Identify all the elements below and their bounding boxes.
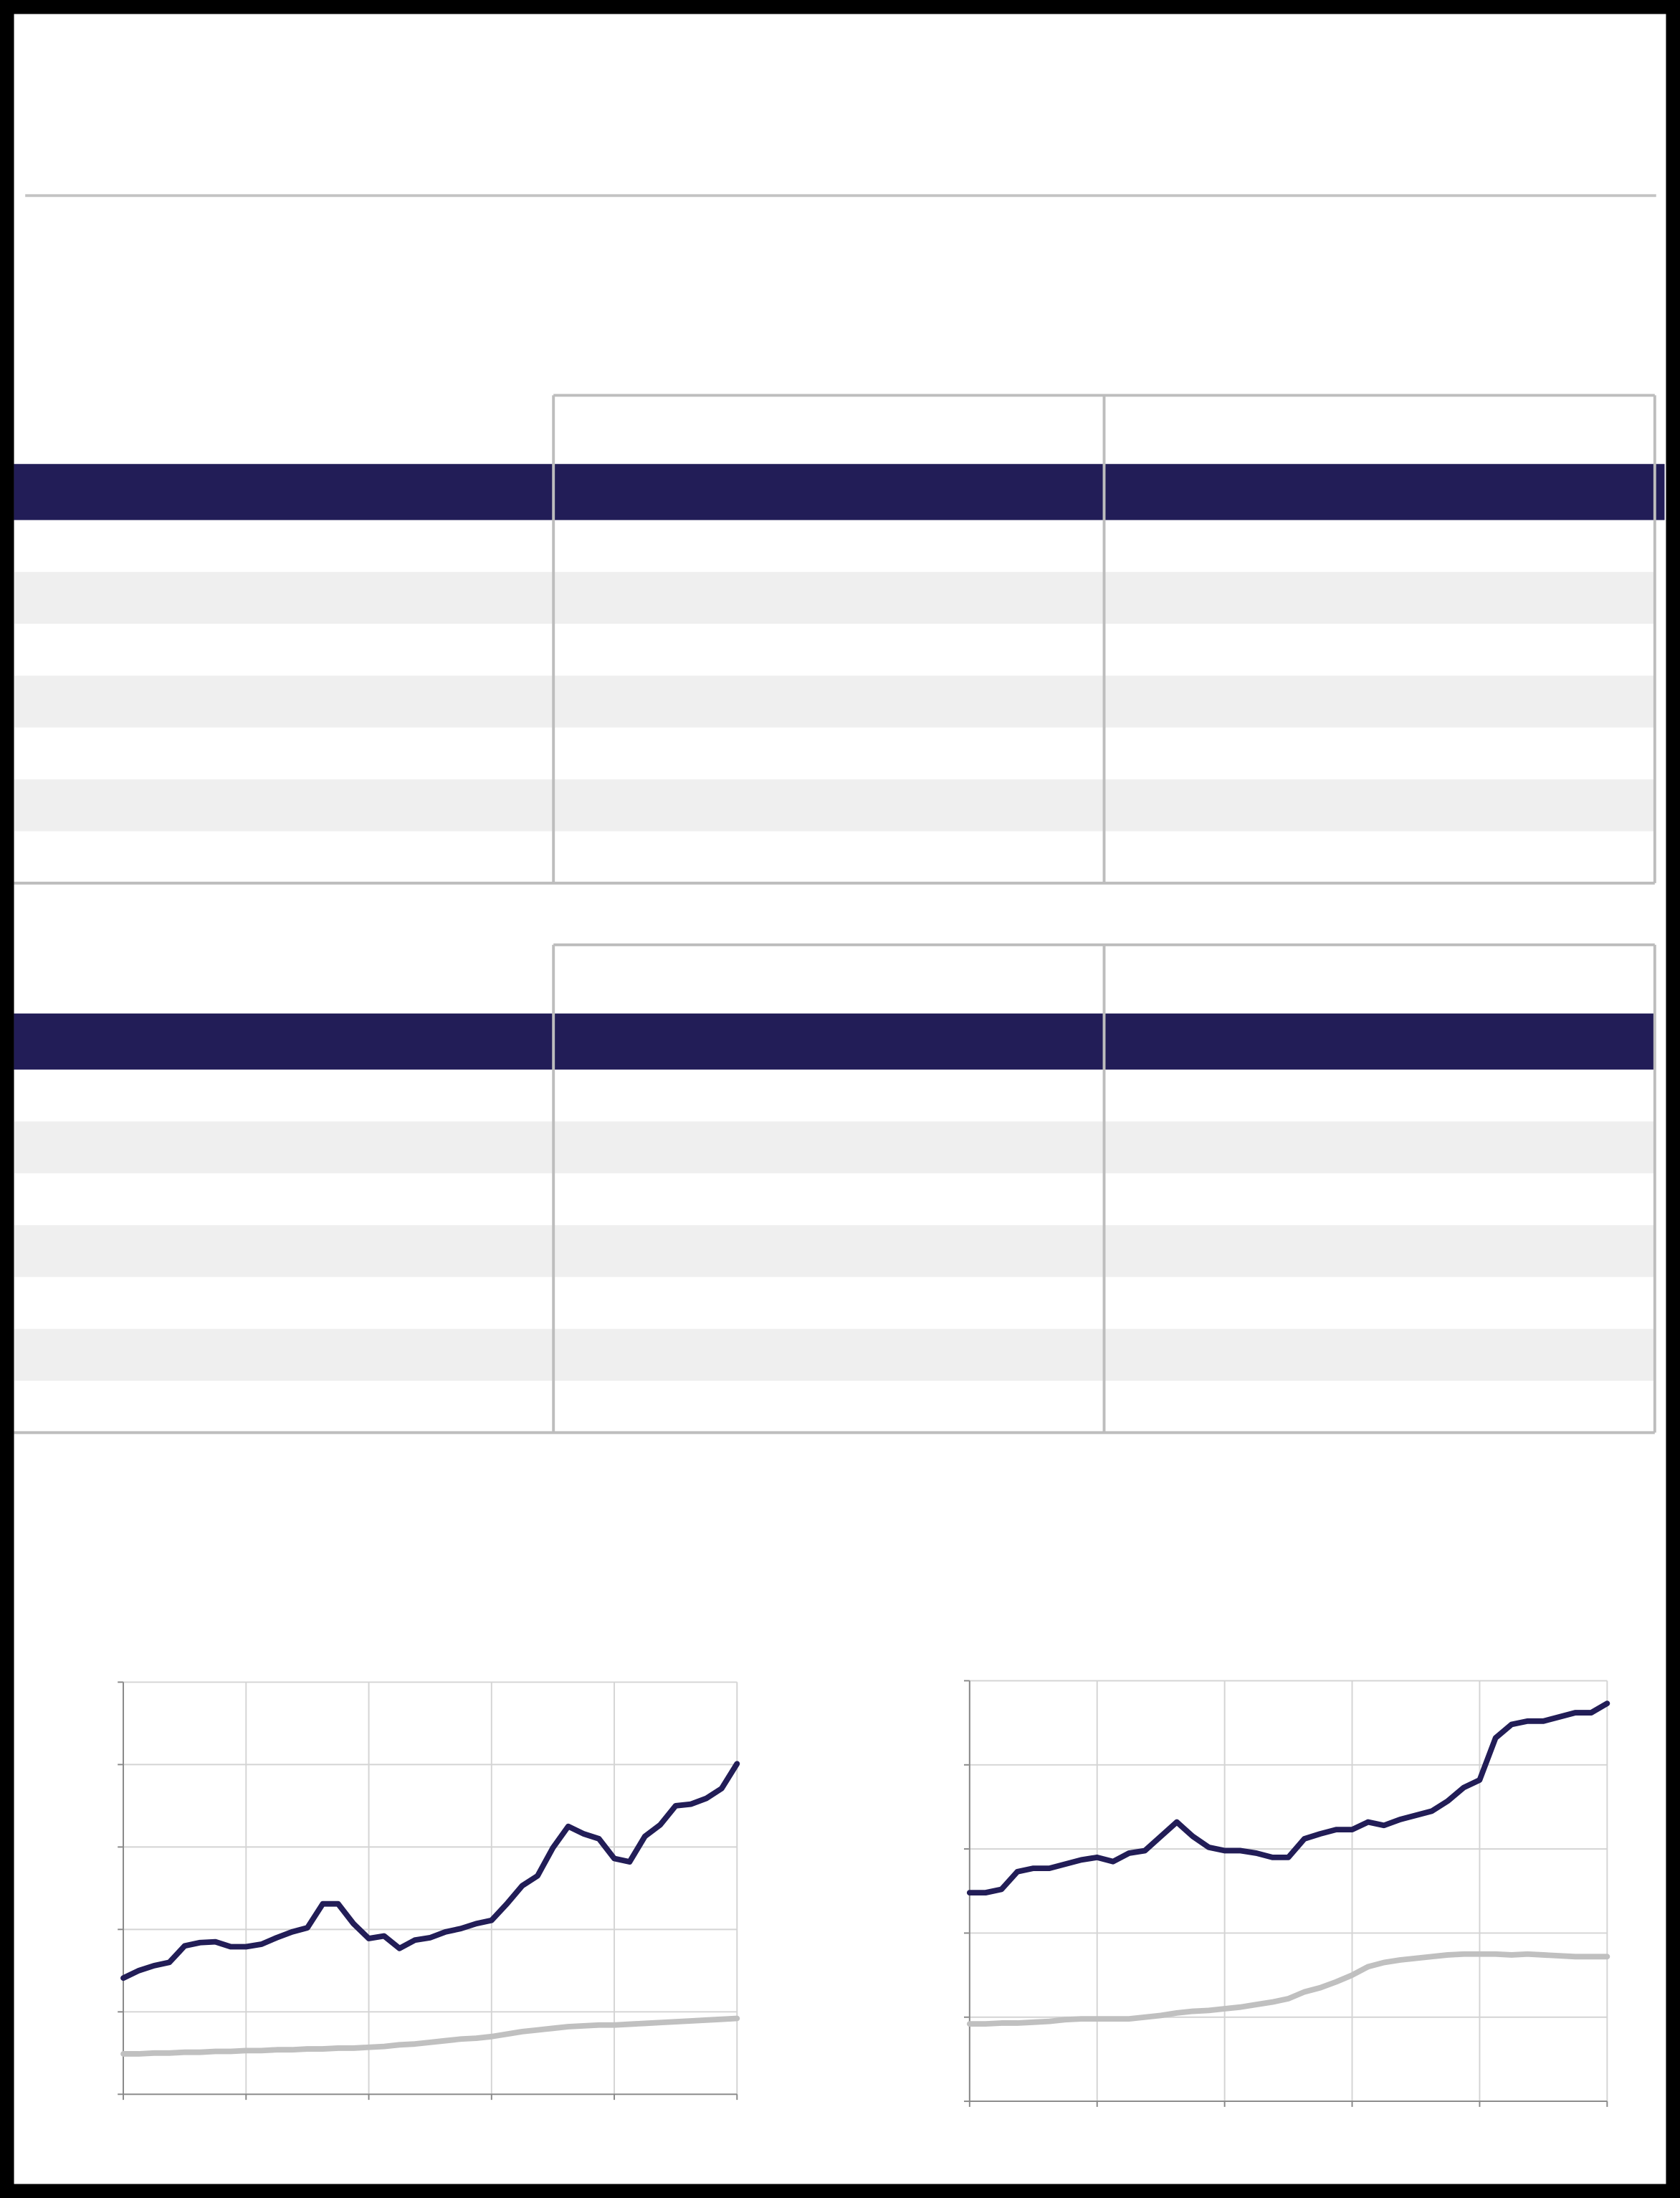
row-stripe	[14, 571, 1655, 624]
row-stripe	[14, 675, 1655, 728]
data-line	[966, 1700, 1610, 1896]
line-chart	[118, 1681, 740, 2101]
table-2	[14, 943, 1656, 1435]
row-stripe	[14, 1224, 1655, 1278]
data-line	[120, 1761, 740, 1981]
table-lines	[14, 943, 1656, 1435]
sheet	[14, 14, 1666, 2184]
table-lines	[14, 394, 1656, 885]
row-stripe	[14, 1121, 1655, 1174]
table-header	[14, 1013, 1655, 1070]
data-line	[120, 2015, 740, 2057]
line-chart	[964, 1680, 1610, 2107]
table-1	[14, 394, 1665, 885]
row-stripe	[14, 779, 1655, 832]
row-stripe	[14, 1328, 1655, 1381]
table-header	[14, 464, 1665, 520]
data-line	[966, 1951, 1610, 2027]
